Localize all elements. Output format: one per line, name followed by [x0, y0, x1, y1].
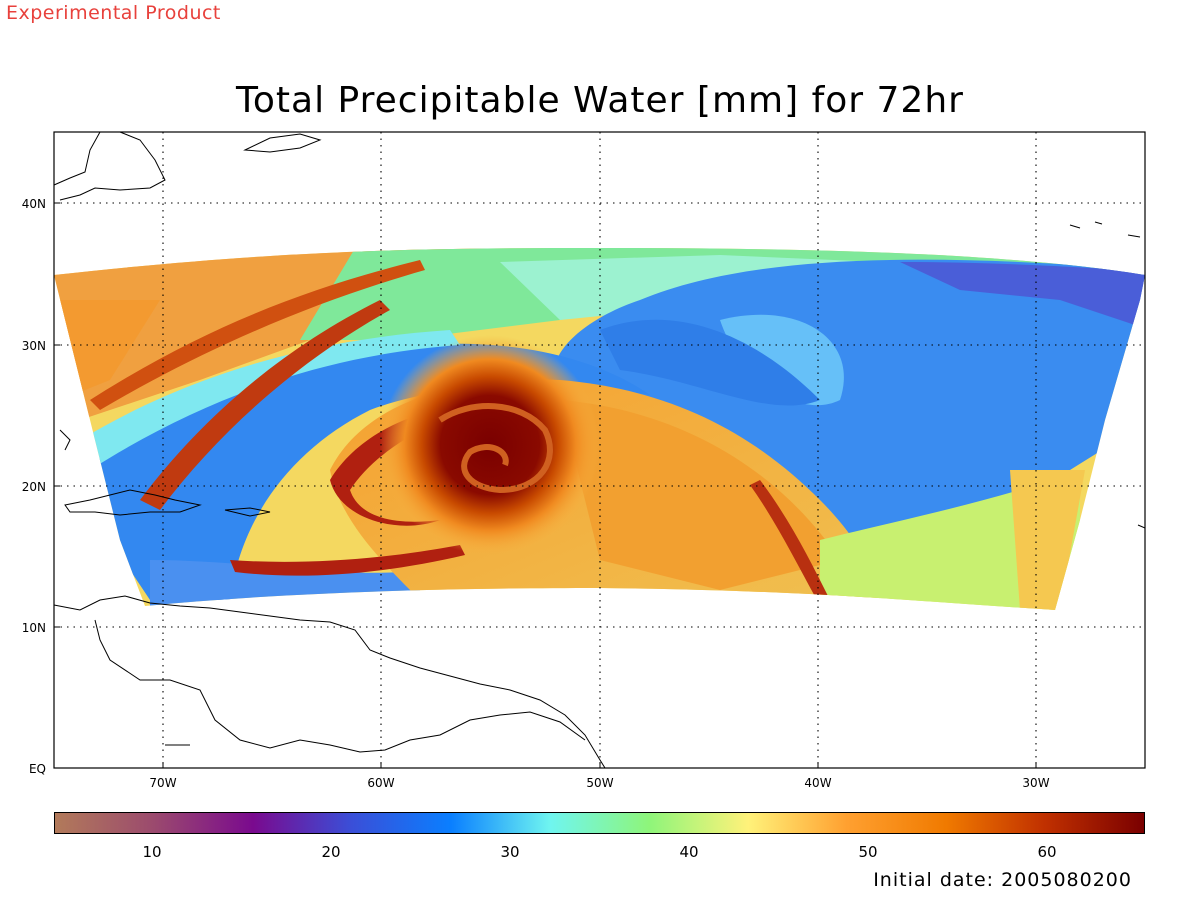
colorbar-label-30: 30	[500, 843, 520, 861]
lon-label-70w: 70W	[149, 776, 176, 790]
precipitable-water-field	[54, 248, 1145, 610]
lon-label-60w: 60W	[367, 776, 394, 790]
lon-label-50w: 50W	[586, 776, 613, 790]
colorbar-label-10: 10	[142, 843, 162, 861]
coastlines	[53, 131, 1146, 769]
lat-label-eq: EQ	[29, 762, 46, 776]
colorbar-label-50: 50	[858, 843, 878, 861]
lon-label-30w: 30W	[1022, 776, 1049, 790]
colorbar-label-20: 20	[321, 843, 341, 861]
colorbar-label-40: 40	[679, 843, 699, 861]
map-title: Total Precipitable Water [mm] for 72hr	[236, 80, 964, 121]
initial-date: Initial date: 2005080200	[873, 869, 1132, 891]
lat-label-40n: 40N	[22, 197, 46, 211]
colorbar-label-60: 60	[1037, 843, 1057, 861]
lon-label-40w: 40W	[804, 776, 831, 790]
lat-label-10n: 10N	[22, 621, 46, 635]
lat-label-30n: 30N	[22, 339, 46, 353]
axis-ticks	[54, 202, 1037, 769]
precipitable-water-map: 70W 60W 50W 40W 30W EQ 10N 20N 30N 40N	[22, 131, 1146, 790]
experimental-product-label: Experimental Product	[6, 2, 221, 24]
lat-label-20n: 20N	[22, 480, 46, 494]
color-bar	[54, 812, 1145, 834]
